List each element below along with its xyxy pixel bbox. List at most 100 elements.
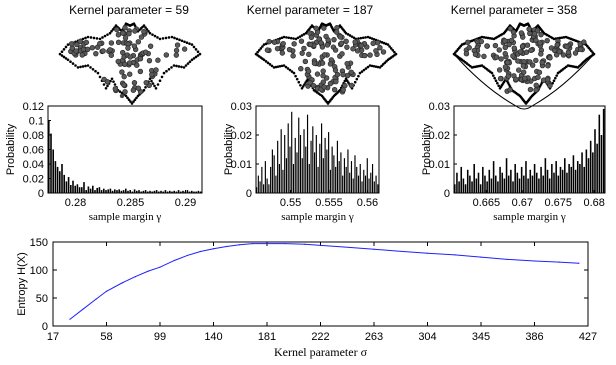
interior-point [323, 33, 329, 40]
histogram-bar [333, 155, 335, 193]
histogram-bar [59, 171, 61, 193]
histogram-bar [319, 143, 321, 193]
series-point [343, 246, 345, 248]
outline-point [292, 37, 295, 40]
interior-point [380, 49, 387, 55]
interior-point [354, 48, 361, 54]
histogram-bar [85, 190, 87, 193]
histogram-bar [321, 123, 323, 193]
outline-point [142, 24, 146, 27]
histogram-bar [490, 178, 493, 193]
interior-point [298, 65, 304, 72]
interior-point [533, 37, 539, 44]
outline-point [145, 28, 149, 31]
series-point [159, 266, 161, 268]
outline-point [154, 87, 158, 90]
x-tick-label: 0.56 [357, 197, 378, 209]
interior-point [126, 30, 132, 37]
histogram-bar [199, 191, 202, 193]
histogram-bar [497, 181, 499, 193]
outline-point [161, 37, 165, 40]
outline-point [278, 64, 282, 68]
y-tick-label: 150 [30, 237, 48, 249]
histogram-bar [361, 181, 363, 193]
outline-point [498, 87, 502, 90]
histogram-bar [494, 175, 497, 193]
outline-point [151, 33, 154, 36]
interior-point [130, 87, 137, 93]
histogram-bar [546, 169, 549, 193]
interior-point [286, 46, 293, 53]
outline-point [264, 60, 268, 63]
interior-point [581, 39, 587, 45]
histogram-bar [305, 146, 307, 193]
histogram-bar [264, 161, 266, 193]
interior-point [377, 44, 383, 51]
histogram-bar [559, 166, 562, 193]
histogram-bar [72, 180, 74, 193]
histogram-bar [538, 178, 540, 193]
y-axis-label: Probability [421, 123, 433, 175]
outline-point [113, 83, 117, 86]
interior-point [163, 52, 170, 58]
interior-point [305, 68, 312, 74]
outline-point [556, 71, 560, 75]
interior-point [314, 71, 321, 77]
outline-point [368, 64, 372, 67]
histogram-bar [596, 143, 598, 193]
outline-point [106, 33, 109, 36]
interior-point [181, 46, 188, 52]
interior-point [291, 41, 297, 47]
histogram-bar [464, 184, 467, 193]
outline-point [290, 70, 294, 73]
interior-point [93, 50, 99, 57]
outline-point [266, 61, 270, 65]
histogram-bar [324, 137, 326, 193]
histogram-bar [488, 169, 491, 193]
histogram-bar [347, 149, 349, 193]
histogram-bar [116, 190, 118, 193]
outline-point [64, 57, 68, 60]
series-line [69, 243, 579, 320]
histogram-bar [535, 172, 538, 193]
outline-point [555, 74, 558, 77]
histogram-bar [363, 169, 365, 193]
series-point [121, 282, 123, 284]
series-point [454, 254, 456, 256]
interior-point [348, 69, 354, 76]
outline-point [355, 77, 359, 81]
histogram-bar [173, 190, 175, 193]
y-tick-label: 0.03 [429, 101, 450, 113]
outline-point [170, 35, 174, 39]
outline-point [370, 64, 374, 68]
histogram-bar [598, 114, 601, 193]
interior-point [121, 82, 127, 88]
y-tick-label: 0.08 [23, 130, 44, 142]
histogram-bar [357, 175, 360, 193]
interior-point [153, 67, 159, 73]
histogram-bar [299, 135, 302, 193]
interior-point [120, 30, 126, 36]
interior-point [131, 43, 138, 49]
series-point [239, 244, 241, 246]
interior-point [334, 71, 341, 78]
histogram-bar [557, 175, 560, 193]
scatter-points-3 [452, 22, 596, 110]
outline-point [492, 74, 495, 77]
outline-point [287, 36, 291, 40]
histogram-bar [273, 155, 275, 193]
interior-point [135, 39, 142, 45]
x-tick-label: 222 [311, 331, 329, 343]
series-point [304, 243, 306, 245]
y-tick-label: 0 [38, 188, 44, 200]
outline-point [144, 26, 147, 29]
x-tick-label: 181 [258, 331, 276, 343]
interior-point [344, 60, 350, 67]
interior-point [112, 86, 119, 92]
interior-point [83, 39, 90, 46]
outline-point [89, 36, 93, 39]
outline-point [89, 66, 92, 69]
outline-point [370, 37, 374, 40]
interior-point [572, 50, 579, 56]
histogram-bar [263, 184, 265, 193]
